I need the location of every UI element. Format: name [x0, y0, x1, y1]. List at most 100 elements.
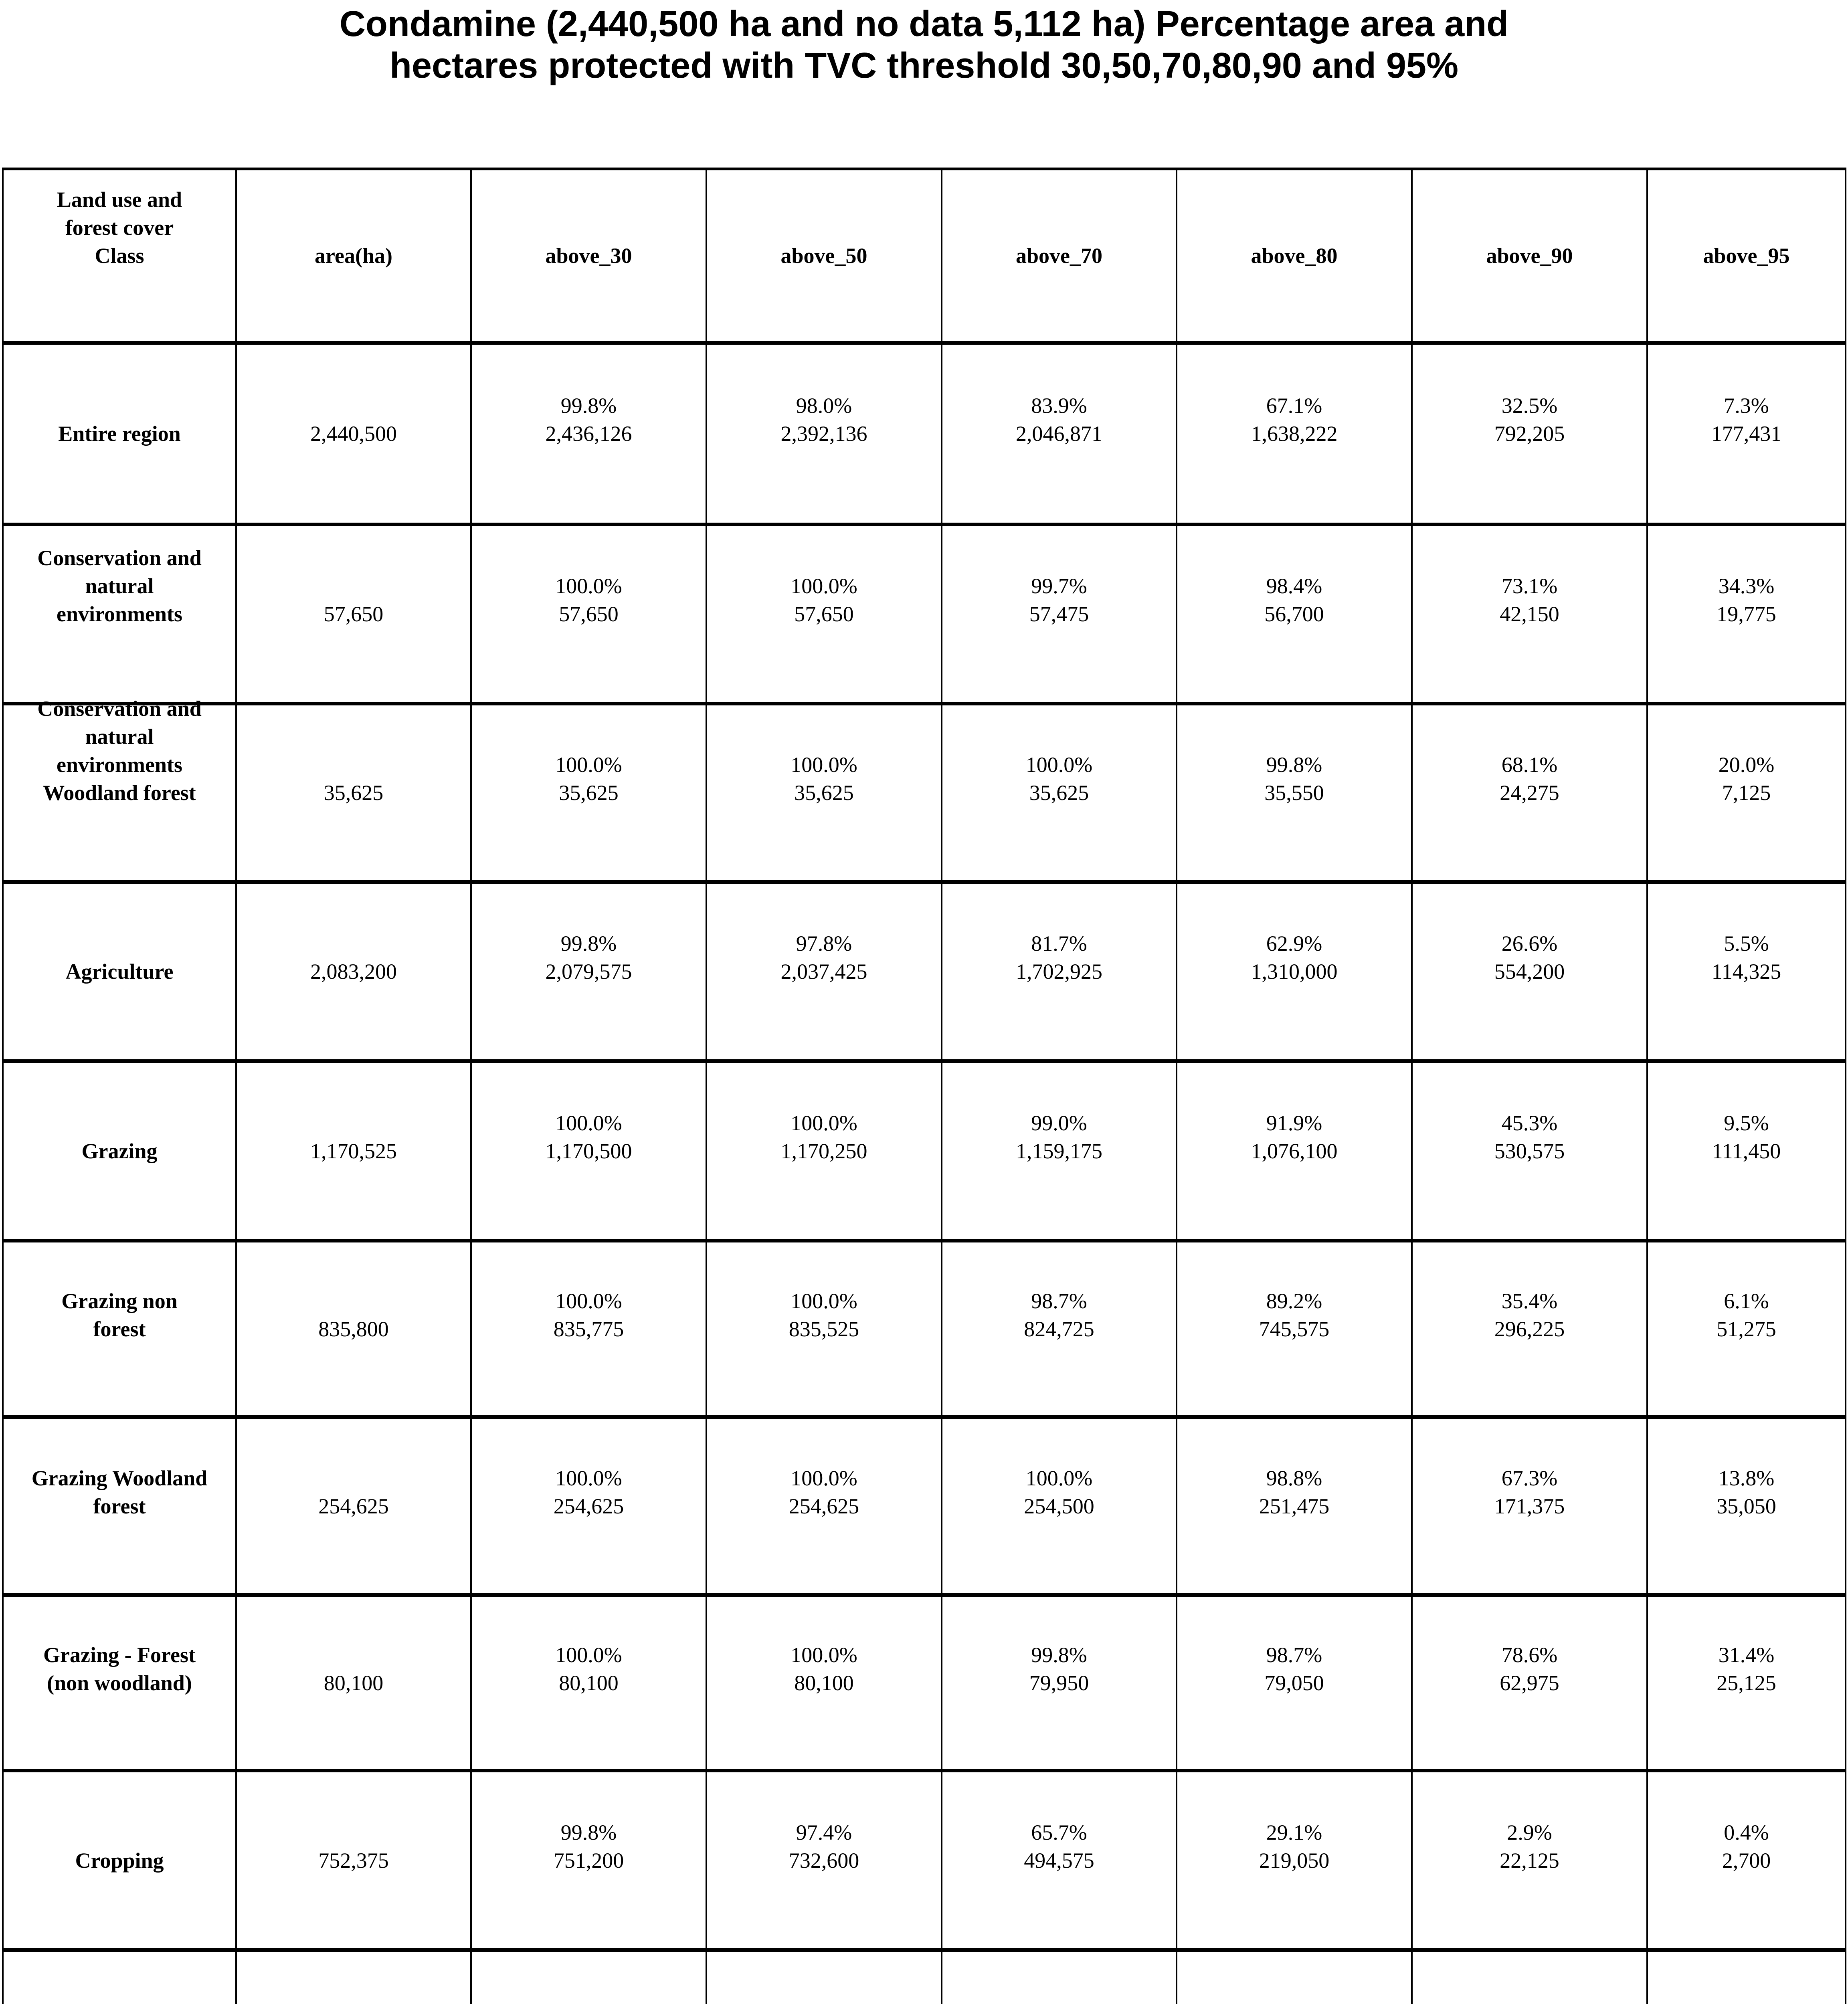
- hectares-value: 57,650: [559, 602, 619, 626]
- table-cell: 9.1%14,600: [1177, 1952, 1413, 2004]
- threshold-value: 7.3% 177,431: [1650, 392, 1843, 448]
- hectares-value: 19,775: [1717, 602, 1776, 626]
- threshold-value: 98.0% 2,392,136: [709, 392, 939, 448]
- table-cell: 35.4% 296,225: [1413, 1242, 1648, 1419]
- table-cell: above_80: [1177, 170, 1413, 345]
- hectares-value: 80,100: [794, 1671, 854, 1695]
- percent-value: 98.0%: [796, 394, 852, 418]
- table-cell: 100.0% 57,650: [472, 526, 707, 705]
- percent-value: 99.8%: [560, 1820, 617, 1844]
- page-title-line1: Condamine (2,440,500 ha and no data 5,11…: [339, 4, 1509, 44]
- table-cell: above_70: [942, 170, 1177, 345]
- header-class-label: Land use and forest cover Class: [5, 186, 234, 270]
- table-cell: 0.1%150: [1648, 1952, 1845, 2004]
- table-cell: 99.8% 751,200: [472, 1772, 707, 1952]
- row-label: Cropping: [5, 1846, 234, 1875]
- hectares-value: 1,170,500: [545, 1139, 632, 1163]
- table-cell: 99.8% 79,950: [942, 1597, 1177, 1772]
- threshold-value: 26.6% 554,200: [1414, 929, 1645, 986]
- hectares-value: 824,725: [1024, 1317, 1094, 1341]
- percent-value: 99.8%: [560, 394, 617, 418]
- threshold-value: 83.9% 2,046,871: [944, 392, 1174, 448]
- table-cell: 100.0% 35,625: [942, 705, 1177, 884]
- hectares-value: 35,625: [559, 781, 619, 805]
- table-cell: 100.0% 35,625: [707, 705, 942, 884]
- percent-value: 97.8%: [796, 931, 852, 956]
- table-cell: 0.9%1,400: [1413, 1952, 1648, 2004]
- hectares-value: 2,079,575: [545, 960, 632, 984]
- percent-value: 98.8%: [1266, 1466, 1322, 1490]
- table-cell: area(ha): [237, 170, 472, 345]
- table-cell: 97.4% 732,600: [707, 1772, 942, 1952]
- table-cell: 99.8% 35,550: [1177, 705, 1413, 884]
- hectares-value: 2,700: [1722, 1848, 1771, 1873]
- table-cell: 73.1% 42,150: [1413, 526, 1648, 705]
- area-value: 57,650: [324, 602, 384, 626]
- threshold-value: 20.0% 7,125: [1650, 751, 1843, 807]
- percent-value: 2.9%: [1507, 1820, 1552, 1844]
- hectares-value: 25,125: [1717, 1671, 1776, 1695]
- table-cell: 6.1% 51,275: [1648, 1242, 1845, 1419]
- threshold-value: 78.6% 62,975: [1414, 1641, 1645, 1697]
- threshold-value: 98.5%157,600: [473, 1998, 704, 2004]
- hectares-value: 80,100: [559, 1671, 619, 1695]
- threshold-value: 100.0% 57,650: [473, 572, 704, 628]
- hectares-value: 254,500: [1024, 1494, 1094, 1518]
- table-cell: 0.4% 2,700: [1648, 1772, 1845, 1952]
- table-cell: Land use and forest cover Class: [4, 170, 237, 345]
- hectares-value: 1,170,250: [780, 1139, 867, 1163]
- label-line: Grazing non: [61, 1289, 178, 1313]
- hectares-value: 111,450: [1712, 1139, 1781, 1163]
- header-threshold-label: above_95: [1703, 244, 1790, 268]
- table-cell: 31.4% 25,125: [1648, 1597, 1845, 1772]
- table-cell: 68.1% 24,275: [1413, 705, 1648, 884]
- threshold-value: 83.9%134,300: [709, 1998, 939, 2004]
- label-line: Grazing: [81, 1139, 158, 1163]
- threshold-value: 100.0% 254,625: [709, 1464, 939, 1520]
- percent-value: 91.9%: [1266, 1111, 1322, 1135]
- hectares-value: 554,200: [1494, 960, 1565, 984]
- hectares-value: 251,475: [1259, 1494, 1330, 1518]
- percent-value: 81.7%: [1031, 931, 1087, 956]
- table-cell: 83.9% 2,046,871: [942, 345, 1177, 526]
- threshold-value: 99.8% 2,079,575: [473, 929, 704, 986]
- table-cell: 26.6% 554,200: [1413, 884, 1648, 1063]
- threshold-value: 100.0% 35,625: [709, 751, 939, 807]
- threshold-value: 6.1% 51,275: [1650, 1287, 1843, 1343]
- label-line: Grazing Woodland: [31, 1466, 208, 1490]
- hectares-value: 1,159,175: [1016, 1139, 1102, 1163]
- area-value: 2,083,200: [310, 960, 397, 984]
- threshold-value: 67.1% 1,638,222: [1179, 392, 1409, 448]
- table-cell: 98.5%157,600: [472, 1952, 707, 2004]
- header-threshold-label: above_30: [545, 244, 632, 268]
- percent-value: 0.1%: [1650, 1998, 1843, 2004]
- table-cell: 29.1% 219,050: [1177, 1772, 1413, 1952]
- header-threshold-label: above_90: [1486, 244, 1573, 268]
- percent-value: 6.1%: [1724, 1289, 1769, 1313]
- hectares-value: 35,625: [794, 781, 854, 805]
- percent-value: 98.5%: [473, 1998, 704, 2004]
- hectares-value: 79,950: [1029, 1671, 1089, 1695]
- percent-value: 99.8%: [560, 931, 617, 956]
- label-line: (non woodland): [47, 1671, 192, 1695]
- hectares-value: 530,575: [1494, 1139, 1565, 1163]
- percent-value: 35.4%: [1501, 1289, 1558, 1313]
- threshold-value: 100.0% 254,500: [944, 1464, 1174, 1520]
- threshold-value: 67.3% 171,375: [1414, 1464, 1645, 1520]
- threshold-value: 97.8% 2,037,425: [709, 929, 939, 986]
- threshold-value: 62.9% 1,310,000: [1179, 929, 1409, 986]
- row-label: Agriculture: [5, 958, 234, 986]
- table-cell: 83.9%134,300: [707, 1952, 942, 2004]
- label-line: Land use and: [57, 187, 182, 212]
- percent-value: 100.0%: [555, 1642, 622, 1667]
- percent-value: 99.7%: [1031, 574, 1087, 598]
- percent-value: 68.1%: [1501, 753, 1558, 777]
- table-cell: 99.8% 2,079,575: [472, 884, 707, 1063]
- row-label: Entire region: [5, 420, 234, 448]
- threshold-value: 100.0% 1,170,250: [709, 1109, 939, 1165]
- label-line: Conservation and: [37, 545, 202, 570]
- threshold-value: 9.1%14,600: [1179, 1998, 1409, 2004]
- table-cell: 1,170,525: [237, 1063, 472, 1242]
- percent-value: 100.0%: [791, 1642, 857, 1667]
- percent-value: 31.4%: [1718, 1642, 1775, 1667]
